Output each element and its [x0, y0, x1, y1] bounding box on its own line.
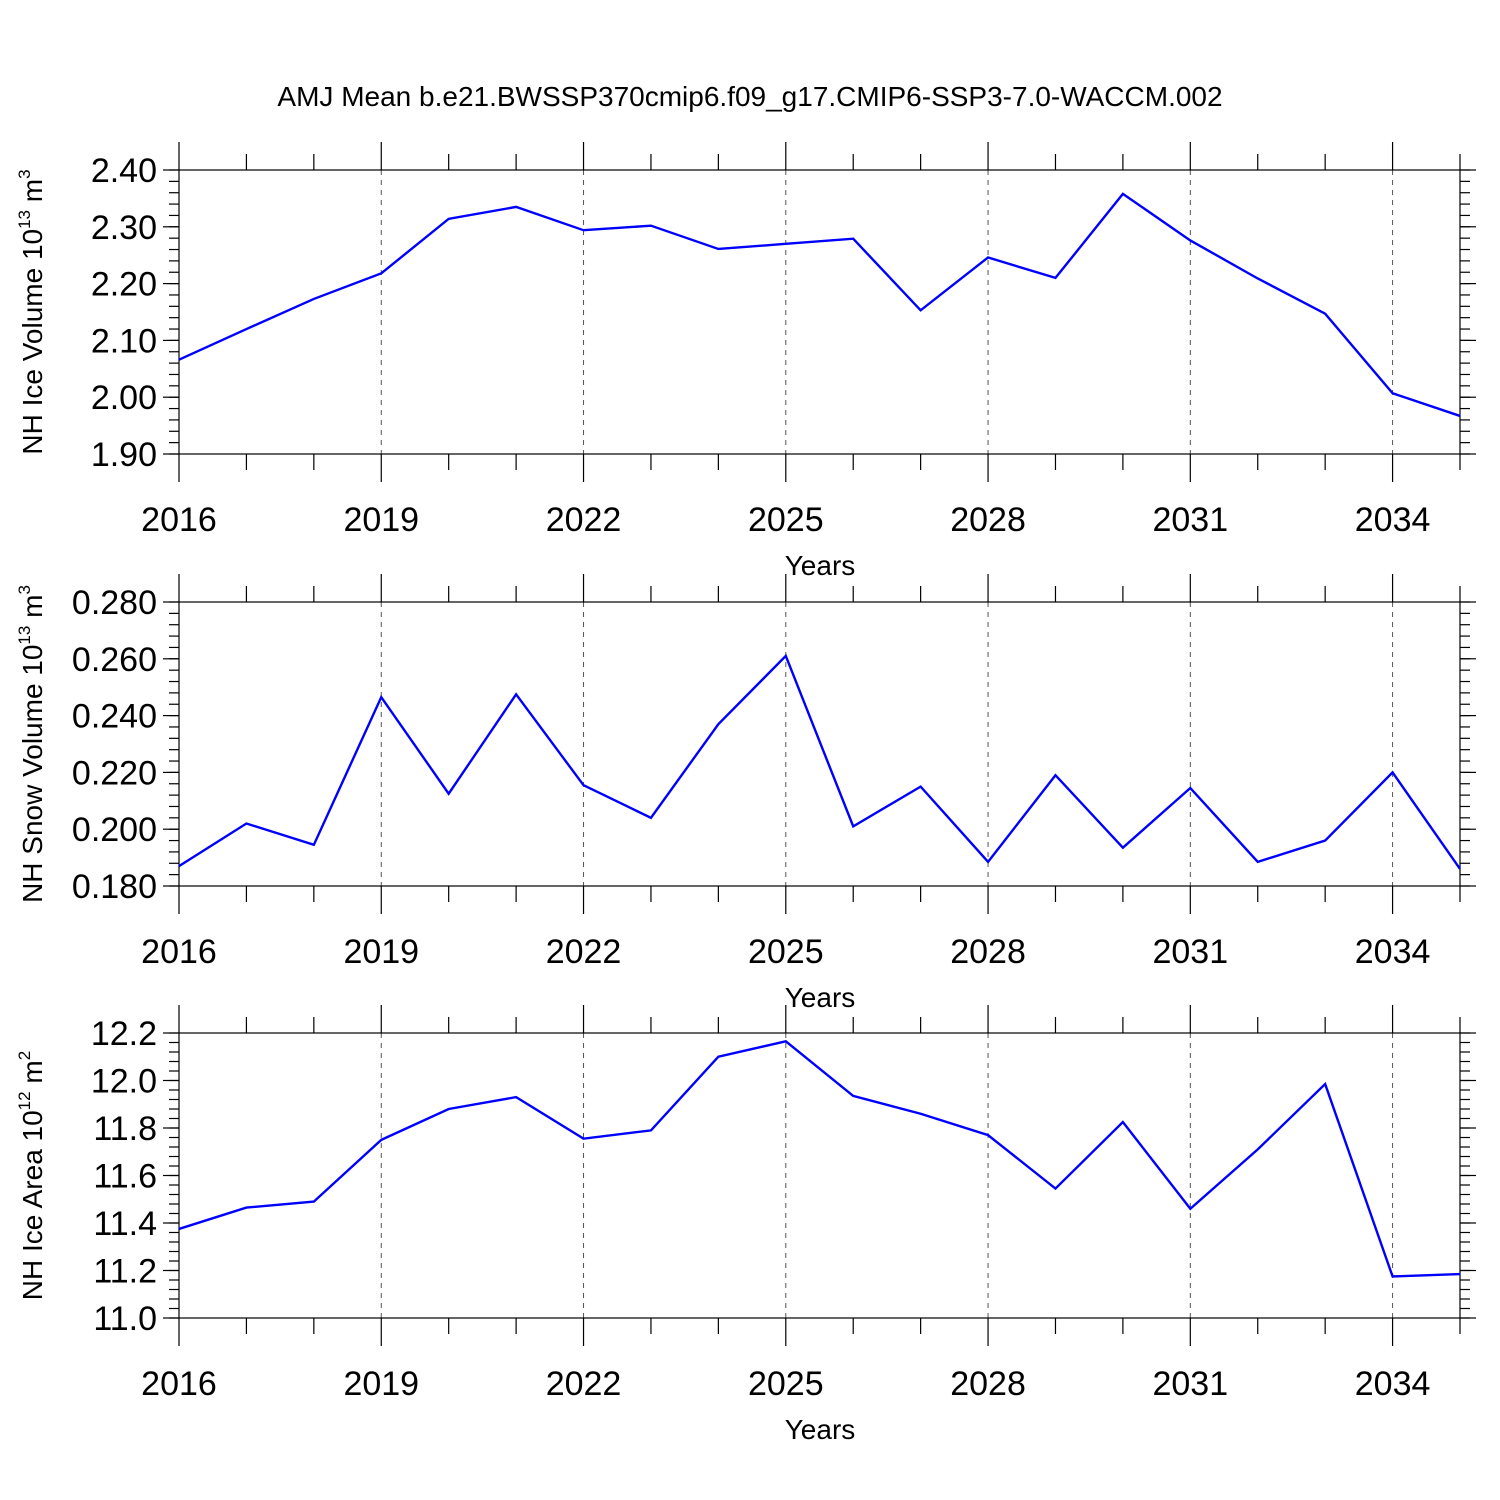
- y-tick-label: 11.4: [93, 1205, 157, 1243]
- x-tick-label: 2016: [141, 501, 217, 539]
- x-tick-label: 2028: [950, 501, 1026, 539]
- y-tick-label: 0.180: [72, 868, 157, 906]
- x-tick-label: 2031: [1152, 501, 1228, 539]
- y-axis-label-superscript: 13: [15, 210, 34, 229]
- x-tick-label: 2031: [1152, 933, 1228, 971]
- x-tick-label: 2022: [546, 1365, 622, 1403]
- y-tick-label: 1.90: [91, 436, 157, 474]
- y-axis-label-superscript: 3: [15, 585, 34, 594]
- y-tick-label: 0.240: [72, 698, 157, 736]
- y-tick-label: 11.0: [93, 1300, 157, 1338]
- y-axis-label-part: m: [17, 595, 48, 626]
- series-line: [178, 192, 1461, 418]
- y-axis-label-superscript: 2: [15, 1051, 34, 1060]
- y-axis-label-part: NH Ice Volume 10: [17, 229, 48, 455]
- y-tick-label: 0.200: [72, 811, 157, 849]
- y-tick-label: 0.260: [72, 641, 157, 679]
- y-tick-label: 2.20: [91, 266, 157, 304]
- x-tick-label: 2028: [950, 933, 1026, 971]
- plot-frame: [178, 1032, 1461, 1319]
- plot-frame: [178, 601, 1461, 887]
- x-tick-label: 2028: [950, 1365, 1026, 1403]
- y-axis-label-superscript: 13: [15, 626, 34, 645]
- x-tick-label: 2022: [546, 933, 622, 971]
- panel-1: 2016 2019 2022 2025 2028 2031 2034 1.90 2.00 2.10…: [15, 142, 1476, 581]
- y-tick-label: 2.30: [91, 209, 157, 247]
- x-axis-label: Years: [785, 550, 856, 581]
- x-tick-label: 2016: [141, 933, 217, 971]
- x-tick-label: 2025: [748, 1365, 824, 1403]
- x-tick-label: 2034: [1355, 501, 1431, 539]
- y-axis-label-part: m: [17, 179, 48, 210]
- y-tick-label: 12.2: [91, 1015, 157, 1053]
- y-axis-label-part: NH Ice Area 10: [17, 1110, 48, 1300]
- y-tick-label: 2.40: [91, 152, 157, 190]
- y-tick-label: 11.2: [93, 1253, 157, 1291]
- x-tick-label: 2016: [141, 1365, 217, 1403]
- x-tick-label: 2034: [1355, 933, 1431, 971]
- y-tick-label: 2.00: [91, 379, 157, 417]
- y-tick-label: 11.8: [93, 1110, 157, 1148]
- y-tick-label: 11.6: [93, 1158, 157, 1196]
- series-line: [178, 1040, 1461, 1278]
- y-axis-label-superscript: 12: [15, 1091, 34, 1110]
- series-line: [178, 653, 1461, 870]
- x-tick-label: 2025: [748, 501, 824, 539]
- panel-2: 2016 2019 2022 2025 2028 2031 2034 0.180 0.200 0.…: [15, 574, 1476, 1013]
- panel-3: 2016 2019 2022 2025 2028 2031 2034 11.0 11.2 11.4…: [15, 1005, 1476, 1445]
- figure-title: AMJ Mean b.e21.BWSSP370cmip6.f09_g17.CMI…: [277, 81, 1222, 112]
- y-tick-label: 2.10: [91, 322, 157, 360]
- x-axis-label: Years: [785, 982, 856, 1013]
- y-axis-label: NH Ice Area 1012 m2: [15, 1051, 48, 1300]
- plot-frame: [178, 169, 1461, 455]
- x-tick-label: 2034: [1355, 1365, 1431, 1403]
- y-axis-label-part: m: [17, 1060, 48, 1091]
- x-tick-label: 2031: [1152, 1365, 1228, 1403]
- y-tick-label: 12.0: [91, 1063, 157, 1101]
- y-axis-label: NH Ice Volume 1013 m3: [15, 169, 48, 454]
- x-tick-label: 2025: [748, 933, 824, 971]
- x-tick-label: 2022: [546, 501, 622, 539]
- y-tick-label: 0.280: [72, 584, 157, 622]
- x-tick-label: 2019: [343, 1365, 419, 1403]
- y-axis-label-part: NH Snow Volume 10: [17, 645, 48, 903]
- x-axis-label: Years: [785, 1414, 856, 1445]
- y-tick-label: 0.220: [72, 754, 157, 792]
- y-axis-label: NH Snow Volume 1013 m3: [15, 585, 48, 903]
- x-tick-label: 2019: [343, 933, 419, 971]
- y-axis-label-superscript: 3: [15, 169, 34, 178]
- x-tick-label: 2019: [343, 501, 419, 539]
